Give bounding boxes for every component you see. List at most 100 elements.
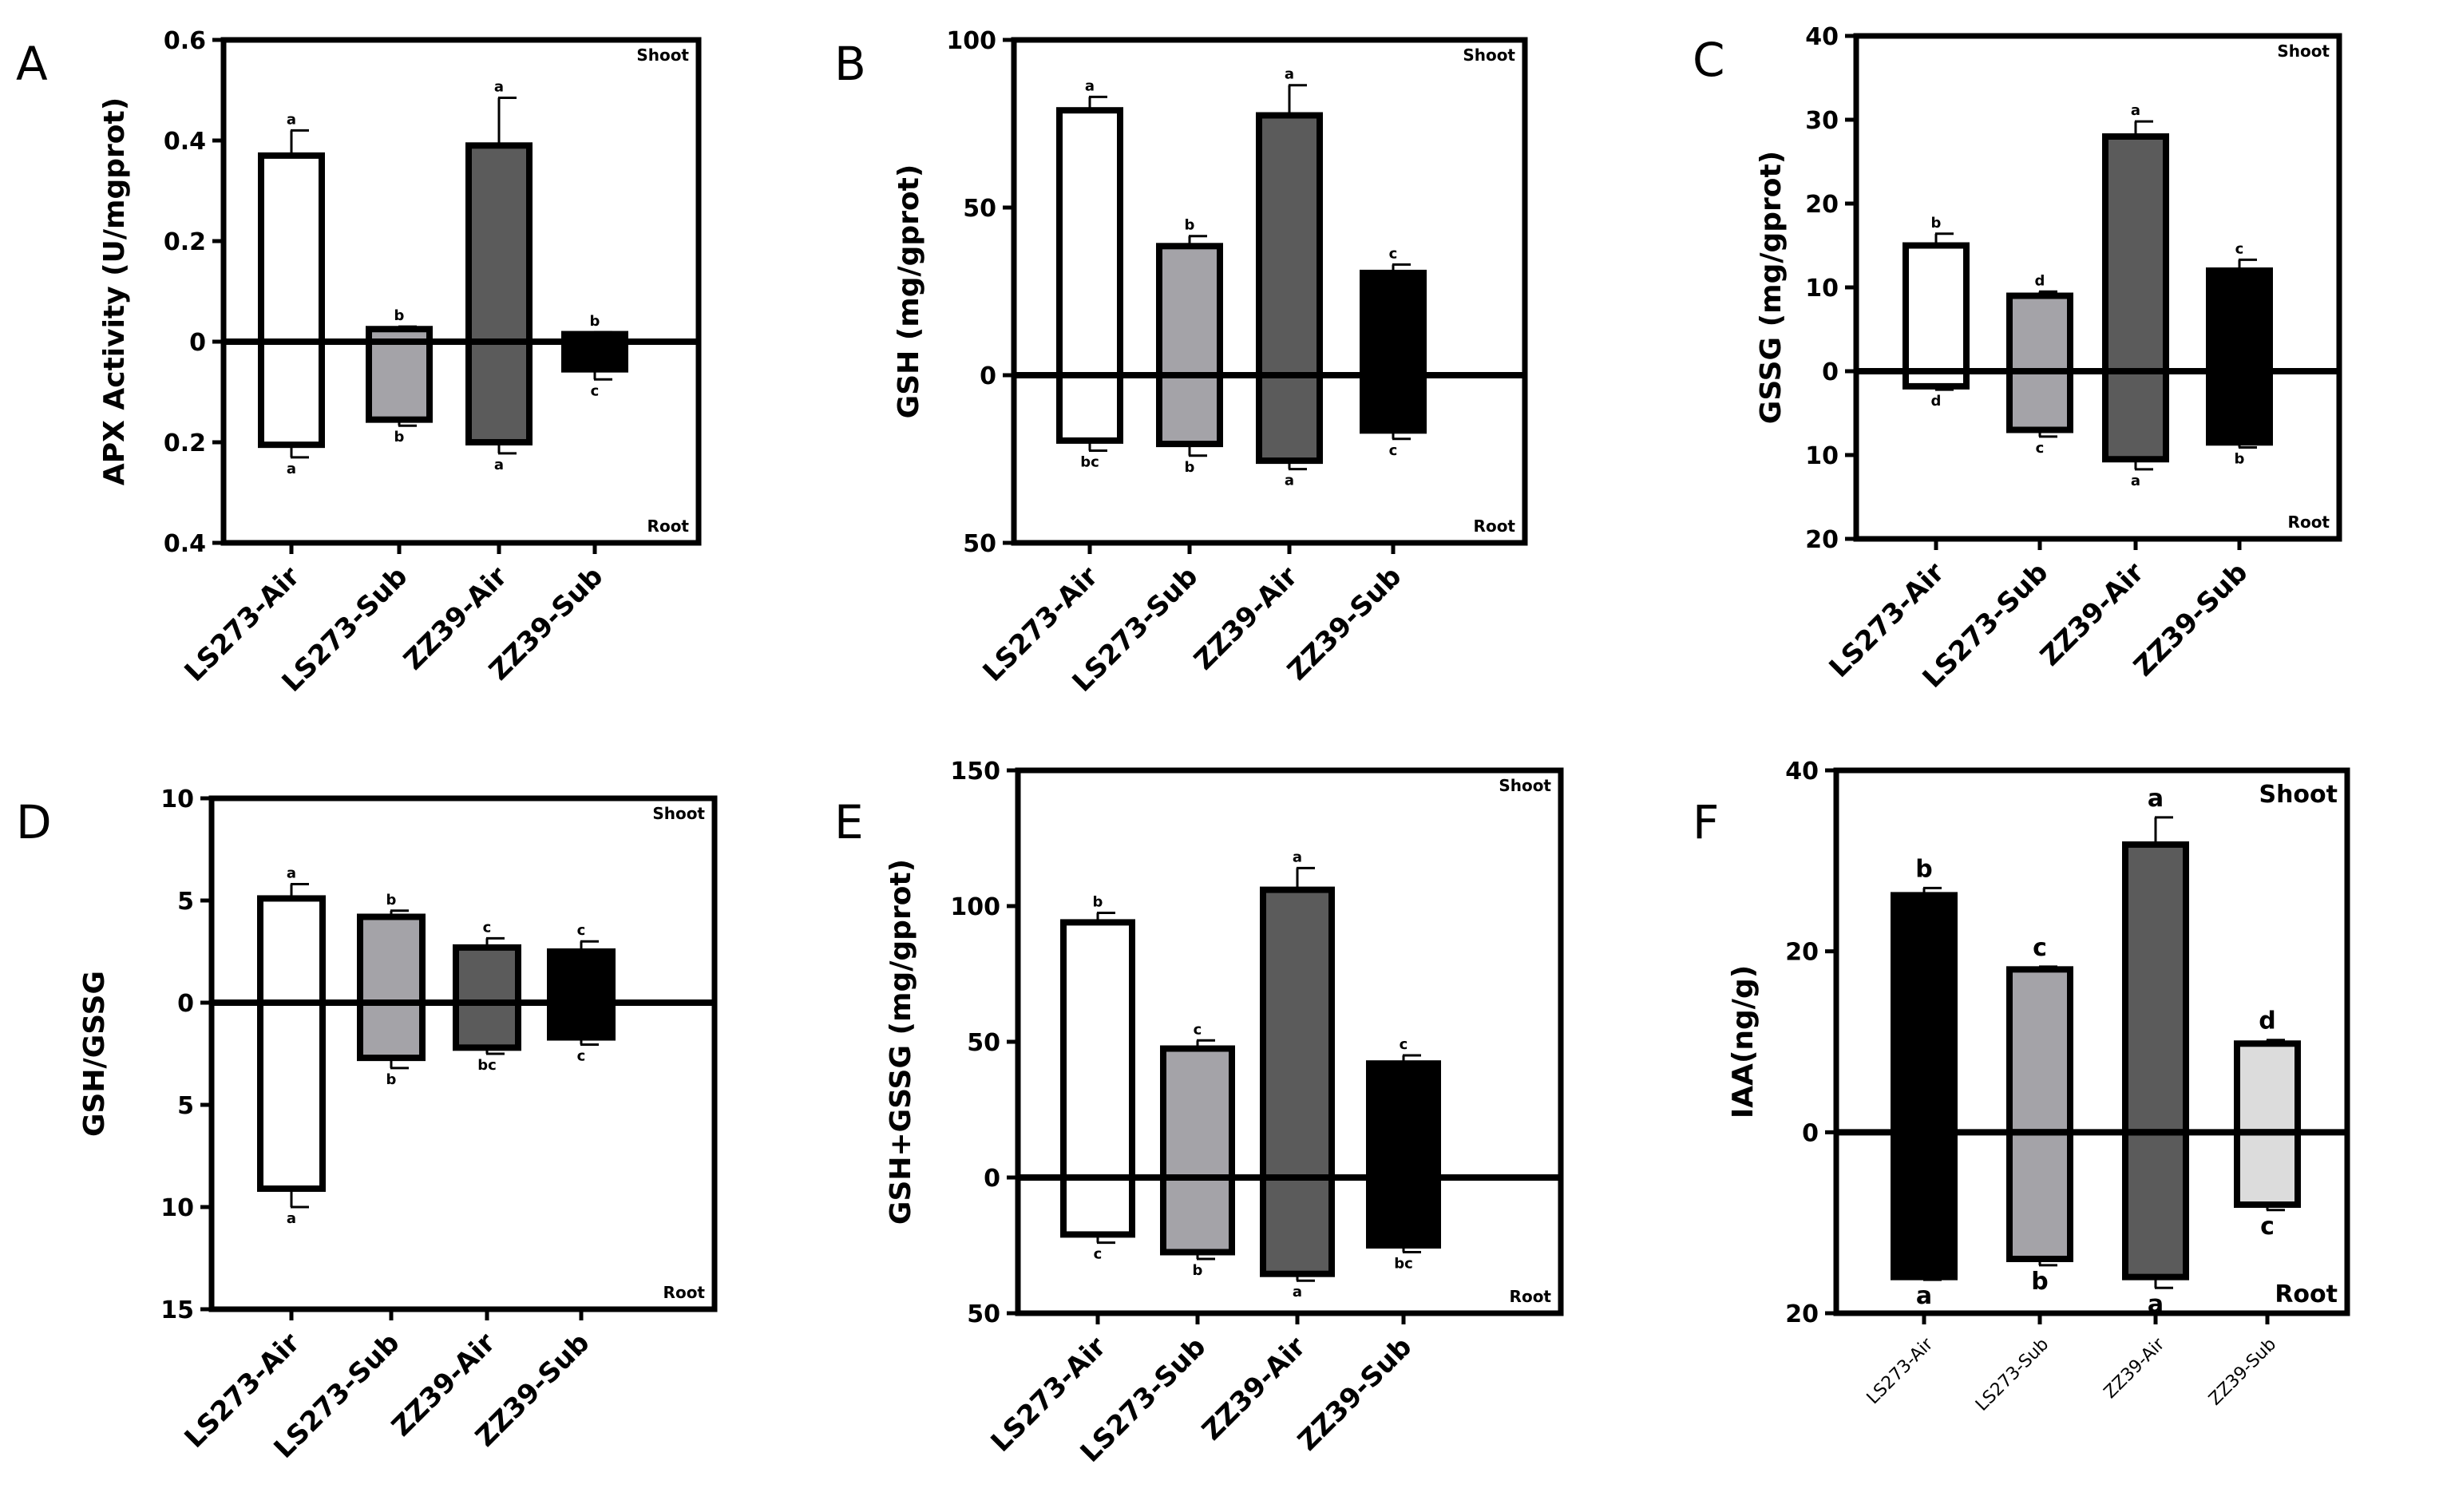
- bar-shoot-zz39-sub: [1366, 1060, 1441, 1181]
- y-tick-label: 0: [984, 1165, 1000, 1193]
- bar-root-ls273-sub: [1160, 1174, 1235, 1256]
- shoot-label: Shoot: [2277, 42, 2330, 61]
- x-category-label: ZZ39-Sub: [2205, 1335, 2280, 1410]
- shoot-label: Shoot: [652, 804, 705, 823]
- bar-root-ls273-sub: [366, 338, 433, 423]
- root-label: Root: [663, 1283, 706, 1302]
- bar-shoot-zz39-air: [1256, 112, 1323, 378]
- significance-letter: b: [1193, 1262, 1203, 1279]
- bar-root-zz39-sub: [561, 338, 628, 373]
- significance-letter: a: [1285, 473, 1294, 489]
- plot-frame: [1015, 767, 1564, 1316]
- bar-root-zz39-air: [2102, 368, 2169, 463]
- significance-letter: a: [287, 1210, 296, 1227]
- y-tick-label: 40: [1805, 23, 1839, 51]
- root-label: Root: [1510, 1287, 1552, 1306]
- significance-letter: a: [287, 461, 296, 477]
- bar-shoot-ls273-sub: [2006, 966, 2073, 1136]
- y-tick-label: 0: [1822, 358, 1839, 386]
- significance-letter: c: [1094, 1246, 1103, 1263]
- significance-letter: c: [2036, 440, 2045, 457]
- bar-shoot-zz39-sub: [1360, 269, 1427, 378]
- bar-root-ls273-air: [258, 338, 325, 449]
- y-tick-label: 150: [950, 758, 1000, 786]
- y-tick-label: 20: [1805, 526, 1839, 554]
- bar-root-ls273-sub: [1156, 372, 1223, 448]
- significance-letter: c: [1389, 442, 1398, 459]
- panel-letter: C: [1693, 33, 1725, 87]
- y-axis-label: IAA(ng/g): [1727, 965, 1760, 1118]
- shoot-label: Shoot: [1499, 776, 1551, 795]
- bar-shoot-ls273-air: [258, 152, 325, 345]
- bar-root-zz39-air: [1256, 372, 1323, 465]
- bar-shoot-ls273-air: [257, 895, 326, 1006]
- significance-letter: a: [1293, 849, 1302, 865]
- bar-root-zz39-sub: [547, 999, 616, 1041]
- bar-shoot-zz39-air: [465, 142, 533, 345]
- bar-shoot-ls273-air: [1902, 242, 1970, 374]
- significance-letter: a: [1916, 1282, 1932, 1310]
- plot-frame: [1833, 767, 2350, 1316]
- significance-letter: c: [2260, 1213, 2275, 1241]
- significance-letter: a: [2131, 473, 2140, 489]
- panel-d: DGSH/GSSG105051015aaLS273-AirbbLS273-Sub…: [16, 786, 718, 1465]
- bar-root-zz39-air: [1260, 1174, 1335, 1277]
- panel-letter: E: [834, 795, 864, 849]
- significance-letter: c: [1194, 1021, 1202, 1038]
- y-tick-label: 0: [1802, 1119, 1819, 1147]
- y-tick-label: 30: [1805, 107, 1839, 135]
- y-tick-label: 20: [1805, 191, 1839, 219]
- bar-shoot-ls273-air: [1060, 919, 1135, 1181]
- y-tick-label: 20: [1785, 1300, 1819, 1328]
- bar-root-zz39-air: [2122, 1129, 2189, 1280]
- y-tick-label: 5: [177, 888, 194, 916]
- significance-letter: bc: [1080, 454, 1099, 471]
- significance-letter: d: [2035, 272, 2045, 289]
- significance-letter: b: [394, 307, 405, 324]
- significance-letter: b: [386, 1071, 397, 1088]
- significance-letter: b: [386, 892, 397, 908]
- x-category-label: ZZ39-Sub: [1292, 1331, 1418, 1457]
- panel-f: F IAA(ng/g) 40 20 0 20 b a LS273-Air c b LS273-Sub a…: [1693, 758, 2350, 1415]
- bar-root-zz39-sub: [1360, 372, 1427, 434]
- y-tick-label: 20: [1785, 939, 1819, 967]
- panel-a: A APX Activity (U/mgprot) 0.6 0.4 0.2 0 0.2 0.4…: [16, 27, 702, 699]
- bar-shoot-ls273-sub: [1156, 243, 1223, 378]
- y-tick-label: 0.2: [164, 228, 206, 256]
- x-category-label: LS273-Air: [1863, 1334, 1938, 1408]
- panel-letter: A: [16, 37, 48, 91]
- y-tick-label: 10: [1805, 442, 1839, 470]
- bar-root-zz39-air: [453, 999, 521, 1051]
- bar-shoot-ls273-sub: [2006, 292, 2073, 374]
- bar-root-zz39-air: [465, 338, 533, 445]
- y-tick-label: 5: [177, 1092, 194, 1120]
- bar-root-zz39-sub: [2234, 1129, 2301, 1209]
- x-category-label: ZZ39-Air: [2100, 1334, 2169, 1403]
- bar-shoot-ls273-sub: [357, 913, 426, 1006]
- y-tick-label: 0: [980, 362, 996, 390]
- bar-shoot-zz39-air: [453, 944, 521, 1007]
- y-tick-label: 10: [1805, 275, 1839, 303]
- significance-letter: b: [394, 429, 405, 445]
- bar-root-ls273-sub: [2006, 368, 2073, 433]
- bar-root-ls273-air: [1060, 1174, 1135, 1238]
- root-label: Root: [2288, 513, 2330, 532]
- significance-letter: d: [1931, 393, 1942, 410]
- significance-letter: c: [2235, 240, 2244, 257]
- y-tick-label: 15: [160, 1296, 194, 1324]
- y-tick-label: 0: [177, 990, 194, 1018]
- x-category-label: ZZ39-Sub: [2128, 556, 2254, 683]
- y-axis-label: GSH (mg/gprot): [893, 164, 925, 419]
- shoot-label: Shoot: [636, 46, 689, 65]
- significance-letter: d: [2259, 1007, 2275, 1035]
- bar-shoot-zz39-air: [2102, 133, 2169, 374]
- bar-shoot-ls273-air: [1891, 892, 1958, 1136]
- bar-shoot-zz39-air: [2122, 841, 2189, 1136]
- bar-root-ls273-air: [1056, 372, 1123, 444]
- significance-letter: c: [1389, 245, 1398, 262]
- significance-letter: c: [577, 922, 586, 939]
- bar-root-zz39-sub: [2206, 368, 2273, 446]
